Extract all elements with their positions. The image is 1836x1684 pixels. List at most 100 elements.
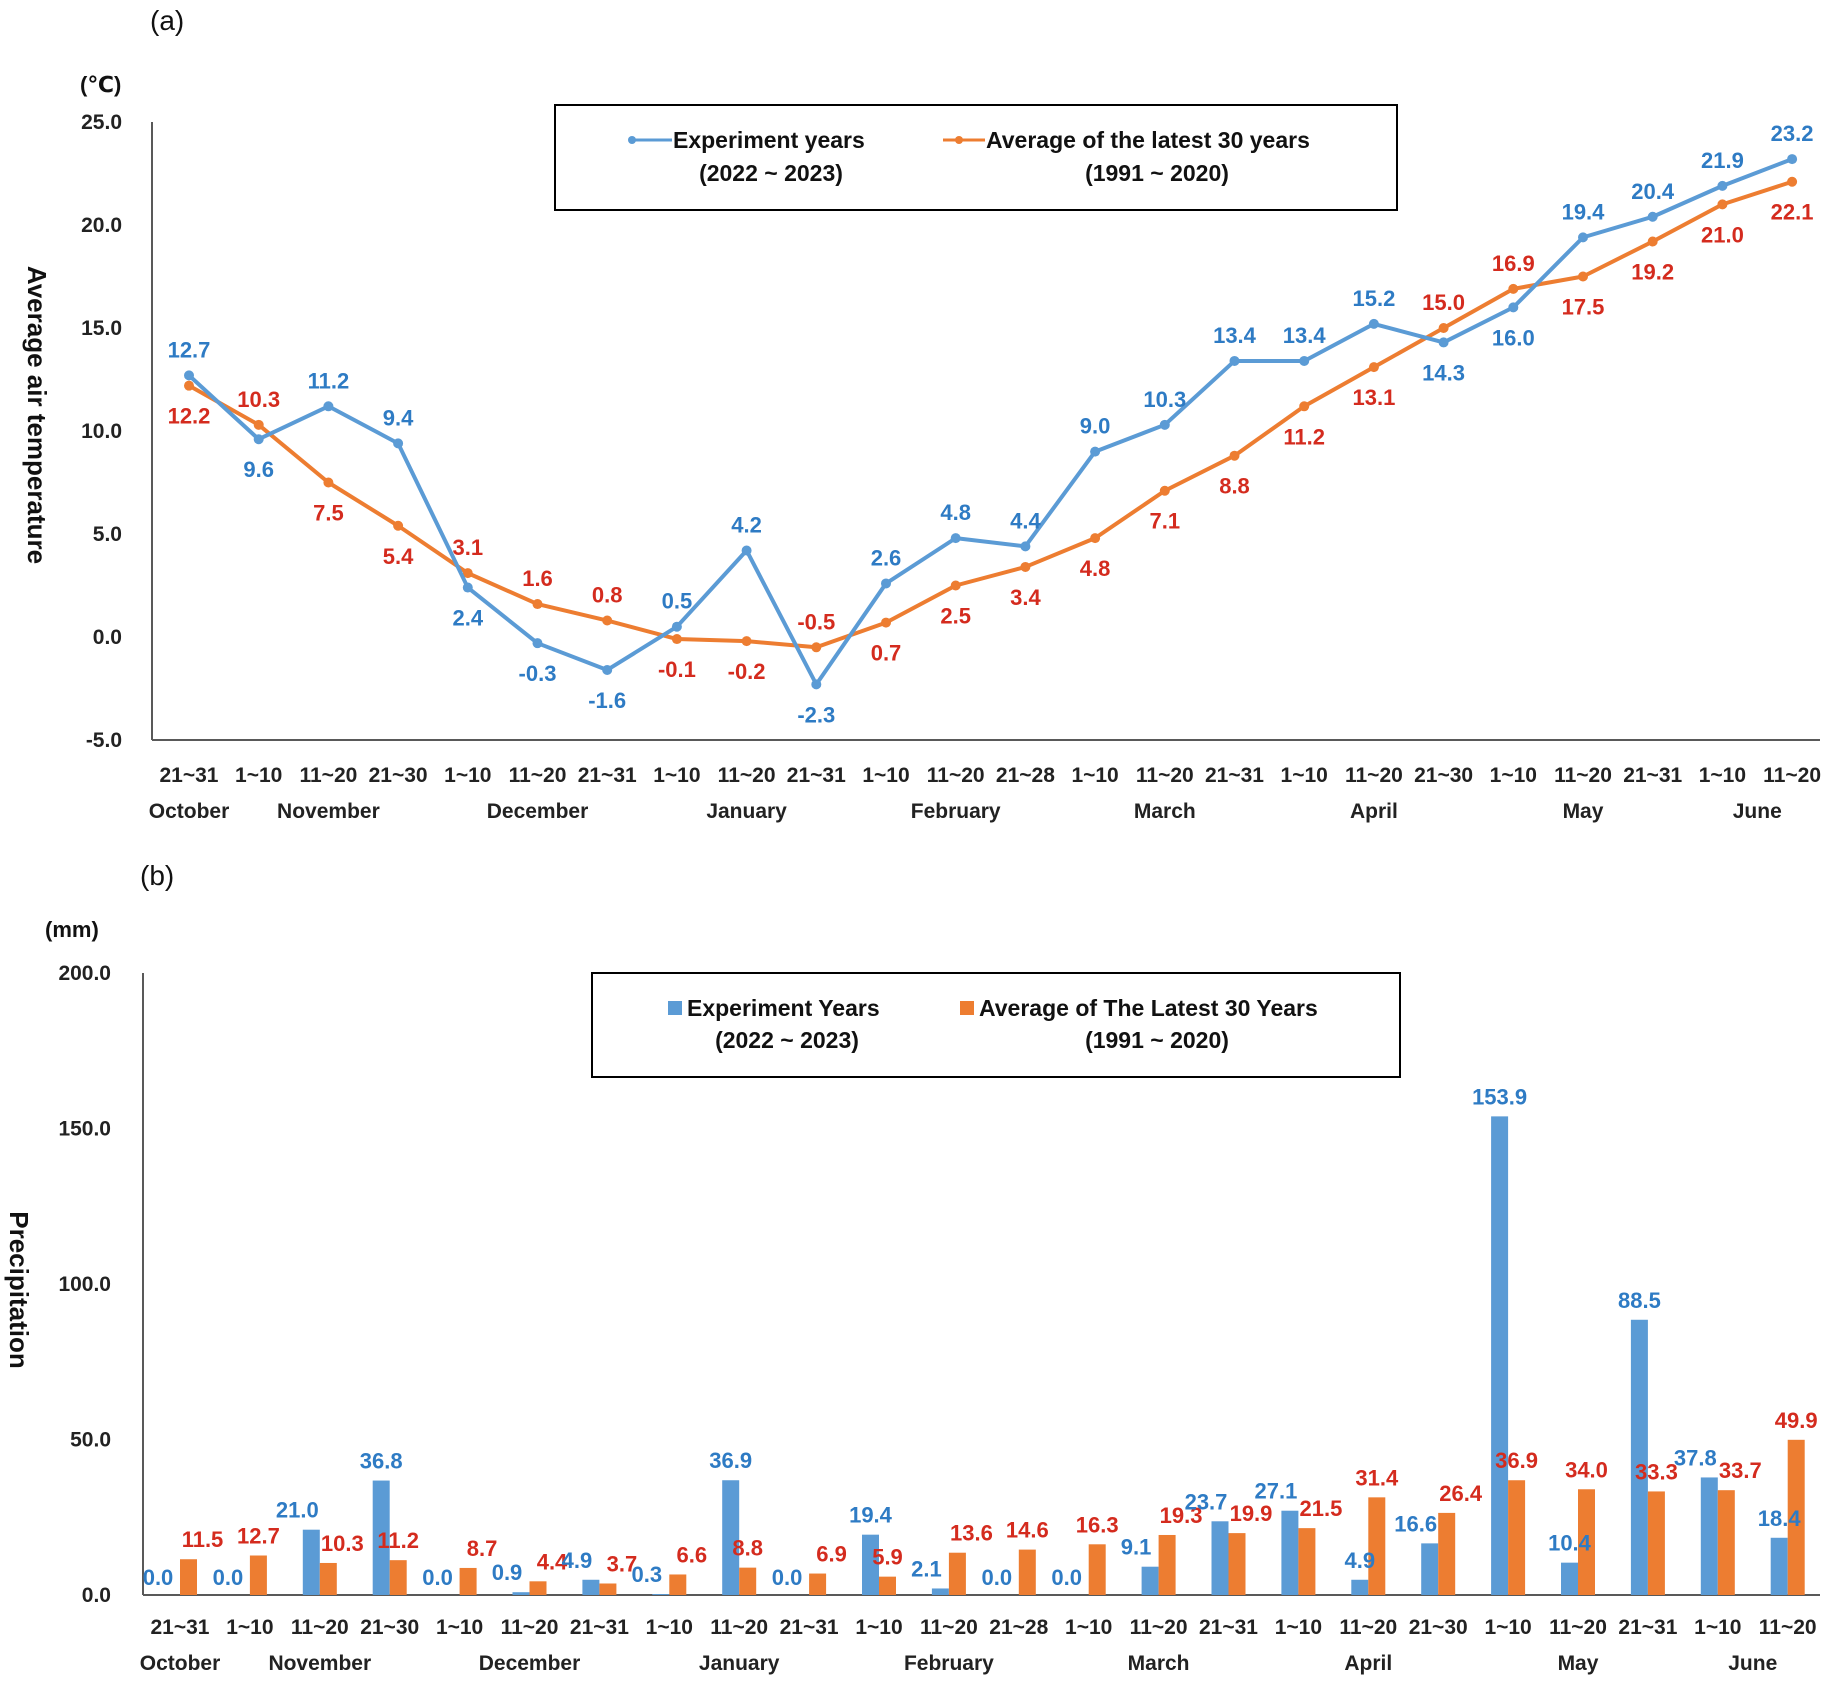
data-label-average: -0.1 [658, 657, 696, 682]
bar-average [1368, 1497, 1386, 1595]
y-axis-a: -5.0 0.0 5.0 10.0 15.0 20.0 25.0 [81, 111, 153, 752]
data-label-average: 3.4 [1010, 585, 1041, 610]
bar-average [1018, 1549, 1036, 1595]
y-tick-label-b: 200.0 [58, 962, 111, 985]
bar-average [180, 1559, 197, 1595]
data-label-experiment: 21.0 [276, 1498, 319, 1523]
data-label-experiment: 14.3 [1422, 360, 1465, 385]
point-average [602, 615, 613, 626]
bar-experiment [1561, 1562, 1578, 1595]
data-label-experiment: 18.4 [1758, 1506, 1802, 1531]
x-tick-label-a: 11~20 [299, 764, 357, 787]
y-tick-label-a: -5.0 [86, 729, 122, 752]
data-label-experiment: 15.2 [1352, 286, 1395, 311]
x-tick-label-b: 21~28 [989, 1616, 1048, 1639]
x-tick-label-a: 21~31 [160, 764, 219, 787]
month-label-b: January [699, 1652, 780, 1675]
y-tick-label-a: 25.0 [81, 111, 122, 134]
x-tick-label-b: 21~31 [570, 1616, 629, 1639]
data-label-average: 15.0 [1422, 290, 1465, 315]
x-tick-label-b: 21~30 [360, 1616, 419, 1639]
point-average [1159, 485, 1170, 496]
data-label-experiment: 13.4 [1213, 323, 1257, 348]
data-label-experiment: 36.9 [709, 1448, 752, 1473]
data-label-experiment: 0.0 [1051, 1565, 1082, 1590]
x-tick-label-a: 11~20 [718, 764, 776, 787]
data-labels-a: 12.7 12.2 9.6 10.3 11.2 7.5 9.4 5.4 2.4 3.1 -0.3 1.… [168, 121, 1814, 727]
point-average [741, 636, 752, 647]
bar-average [389, 1560, 407, 1595]
data-label-average: 4.8 [1080, 556, 1111, 581]
data-label-average: 16.3 [1076, 1512, 1119, 1537]
point-average [811, 642, 822, 653]
point-average [532, 599, 543, 610]
x-axis-b: 21~31 1~10 11~20 21~30 1~10 11~20 21~31 1~10 11~… [140, 1594, 1820, 1675]
point-experiment [1229, 355, 1240, 366]
month-label-b: December [479, 1652, 581, 1675]
x-tick-label-a: 1~10 [444, 764, 491, 787]
point-experiment [462, 582, 473, 593]
bar-experiment [1630, 1319, 1648, 1595]
data-label-experiment: 2.1 [911, 1556, 942, 1581]
data-label-experiment: 21.9 [1701, 148, 1744, 173]
data-label-average: 33.7 [1719, 1458, 1762, 1483]
x-tick-label-b: 11~20 [1339, 1616, 1397, 1639]
bar-experiment [372, 1480, 390, 1595]
data-label-average: 10.3 [321, 1531, 364, 1556]
data-label-average: 11.2 [1283, 424, 1325, 449]
data-label-average: 21.5 [1299, 1496, 1342, 1521]
x-tick-label-b: 21~31 [1199, 1616, 1258, 1639]
panel-label-a: (a) [150, 5, 184, 36]
data-label-experiment: 16.6 [1394, 1511, 1437, 1536]
data-label-experiment: 0.3 [632, 1562, 663, 1587]
data-label-experiment: 4.9 [562, 1548, 593, 1573]
bar-experiment [1770, 1537, 1788, 1595]
x-tick-label-b: 1~10 [1694, 1616, 1741, 1639]
bar-average [1647, 1491, 1665, 1595]
data-label-average: 3.1 [453, 535, 484, 560]
bar-average [739, 1567, 757, 1595]
data-label-experiment: 9.4 [383, 405, 414, 430]
point-average [950, 580, 961, 591]
legend-item-avg-b: Average of The Latest 30 Years [979, 995, 1318, 1021]
point-experiment [811, 679, 822, 690]
data-label-average: 7.5 [313, 501, 344, 526]
data-label-experiment: 0.0 [422, 1565, 453, 1590]
month-label-a: April [1350, 800, 1398, 823]
data-label-experiment: 0.0 [143, 1565, 174, 1590]
y-tick-label-a: 5.0 [93, 523, 122, 546]
data-label-experiment: 9.1 [1121, 1535, 1152, 1560]
data-label-experiment: 23.2 [1771, 121, 1814, 146]
point-experiment [1368, 318, 1379, 329]
data-label-average: 16.9 [1492, 251, 1535, 276]
data-label-experiment: 4.8 [940, 500, 971, 525]
bar-experiment [722, 1480, 740, 1595]
month-label-a: January [706, 800, 787, 823]
point-average [1578, 271, 1588, 282]
x-tick-label-b: 1~10 [646, 1616, 693, 1639]
x-tick-label-a: 21~31 [1623, 764, 1682, 787]
data-label-average: 5.4 [383, 544, 414, 569]
bar-average [249, 1555, 267, 1595]
bar-average [529, 1581, 547, 1595]
y-tick-label-a: 20.0 [81, 214, 122, 237]
point-average [253, 419, 264, 430]
bar-average [1158, 1534, 1176, 1595]
data-label-experiment: 20.4 [1631, 179, 1675, 204]
point-experiment [1090, 446, 1101, 457]
x-axis-a: 21~31 1~10 11~20 21~30 1~10 11~20 21~31 1~10 11~… [149, 739, 1821, 823]
data-label-average: 7.1 [1150, 509, 1181, 534]
data-label-experiment: 10.3 [1143, 387, 1186, 412]
legend-sub-exp-b: (2022 ~ 2023) [715, 1027, 859, 1053]
x-tick-label-b: 11~20 [501, 1616, 559, 1639]
data-label-average: 6.9 [816, 1542, 847, 1567]
data-labels-b: 0.011.50.012.721.010.336.811.20.08.70.9 4… [143, 1084, 1818, 1590]
bar-experiment [1141, 1566, 1159, 1595]
x-tick-label-b: 1~10 [1065, 1616, 1112, 1639]
data-label-experiment: 153.9 [1472, 1084, 1527, 1109]
bar-average [948, 1552, 966, 1595]
point-experiment [1020, 541, 1031, 552]
legend-sub-avg-b: (1991 ~ 2020) [1085, 1027, 1229, 1053]
bar-average [599, 1583, 617, 1595]
bar-experiment [1421, 1543, 1439, 1595]
